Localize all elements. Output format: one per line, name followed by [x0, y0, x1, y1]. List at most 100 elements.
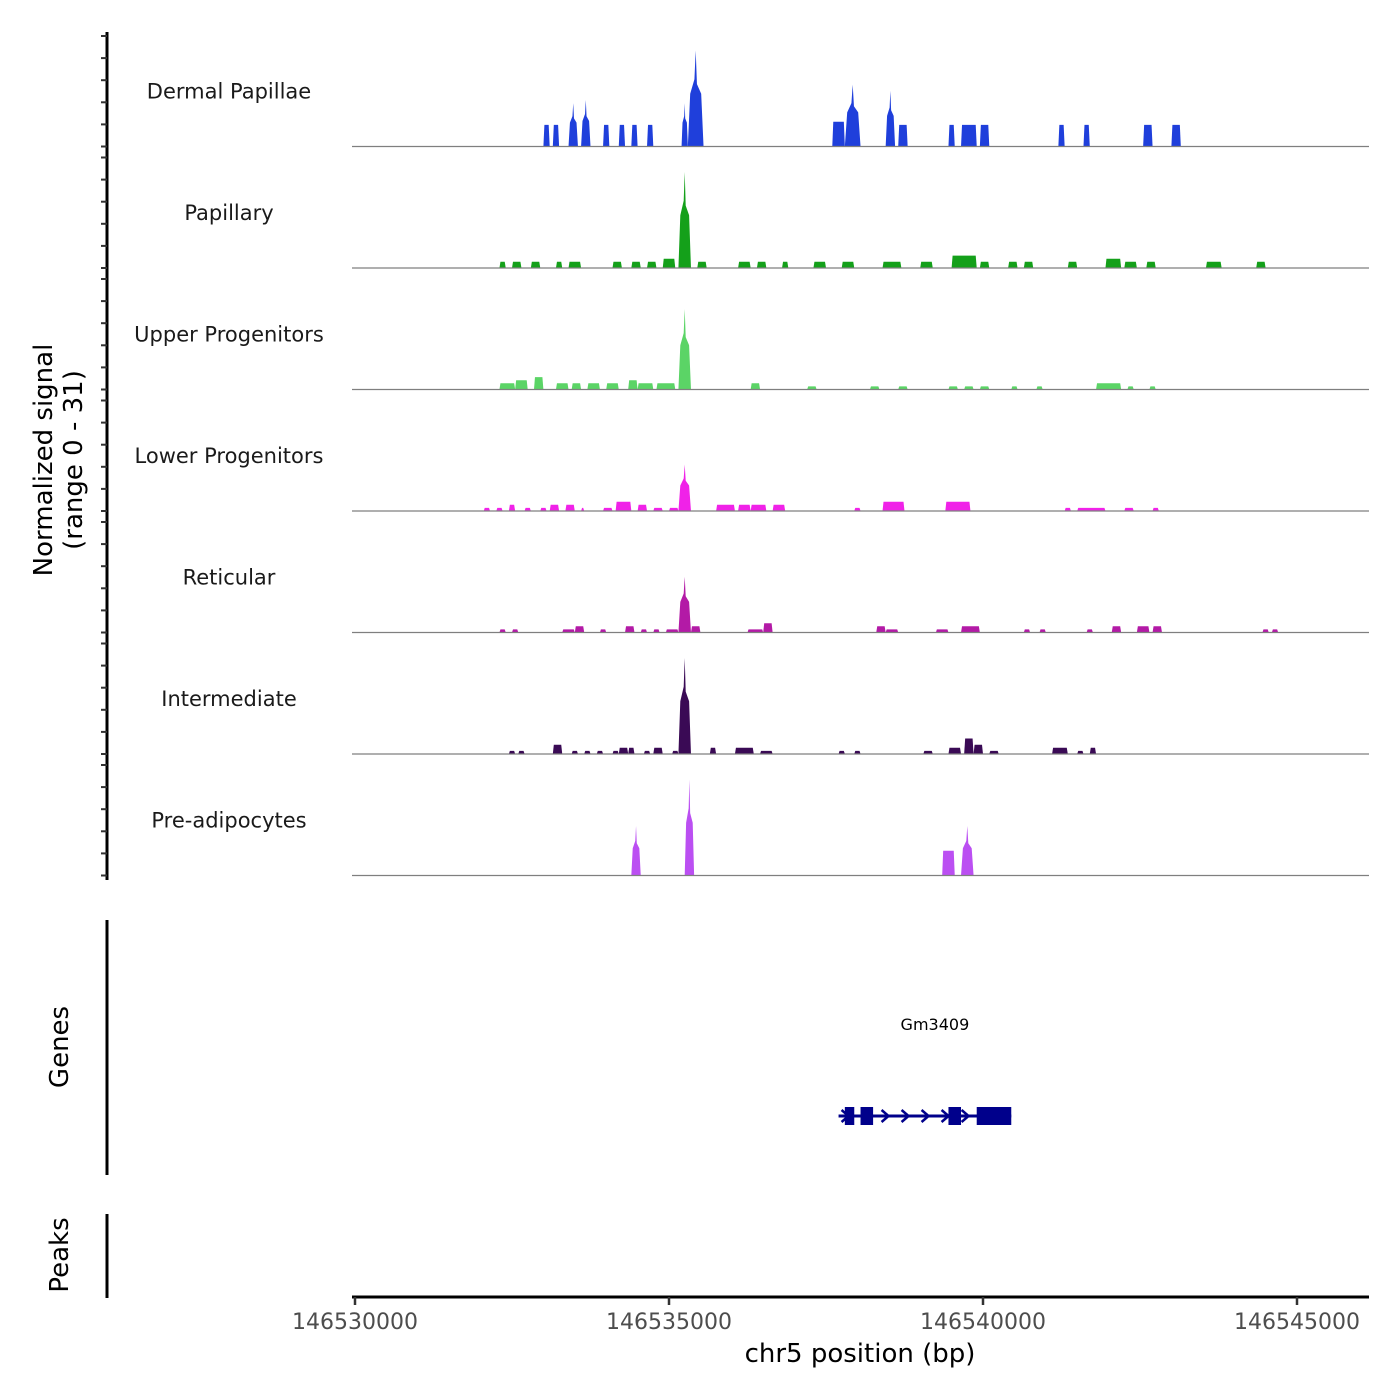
- signal-peak: [1067, 261, 1078, 268]
- track-label: Lower Progenitors: [135, 444, 324, 468]
- y-axis-range-label: (range 0 - 31): [59, 370, 89, 550]
- signal-peak: [898, 386, 908, 390]
- signal-y-axis-ticks: [101, 35, 107, 877]
- signal-peak: [964, 738, 974, 754]
- track-lower-progenitors: Lower Progenitors: [135, 444, 1369, 512]
- signal-peak: [697, 261, 707, 268]
- track-upper-progenitors: Upper Progenitors: [134, 308, 1369, 391]
- y-axis-label: Normalized signal: [29, 344, 59, 577]
- signal-peak: [961, 825, 974, 876]
- signal-peak: [961, 124, 977, 147]
- signal-peak: [841, 261, 855, 268]
- signal-peak: [499, 629, 506, 633]
- signal-peak: [1096, 383, 1122, 390]
- signal-peak: [1058, 124, 1065, 147]
- signal-peak: [832, 121, 845, 147]
- signal-peak: [948, 124, 955, 147]
- signal-peak: [647, 261, 657, 268]
- gene-exon: [844, 1107, 855, 1125]
- signal-peak: [882, 261, 902, 268]
- signal-peak: [518, 750, 525, 754]
- signal-peak: [716, 504, 735, 511]
- signal-peak: [738, 504, 751, 511]
- gene-gm3409: Gm3409: [838, 1015, 1012, 1125]
- signal-peak: [979, 261, 990, 268]
- track-dermal-papillae: Dermal Papillae: [147, 50, 1369, 148]
- signal-peak: [979, 124, 990, 147]
- x-tick-label: 146530000: [292, 1310, 418, 1335]
- signal-peak: [515, 380, 528, 390]
- signal-peak: [612, 261, 622, 268]
- signal-tracks: Dermal Papillae Papillary Upper Progenitor…: [134, 50, 1369, 877]
- track-papillary: Papillary: [184, 172, 1369, 269]
- signal-peak: [760, 750, 773, 754]
- signal-peak: [1149, 386, 1156, 390]
- x-tick-label: 146535000: [606, 1310, 732, 1335]
- signal-peak: [568, 261, 582, 268]
- signal-peak: [838, 750, 845, 754]
- signal-peak: [499, 383, 516, 390]
- track-label: Upper Progenitors: [134, 323, 324, 347]
- signal-peak: [555, 261, 563, 268]
- track-label: Dermal Papillae: [147, 80, 311, 104]
- track-label: Pre-adipocytes: [151, 809, 306, 833]
- signal-peak: [678, 658, 691, 754]
- signal-peak: [882, 501, 905, 511]
- signal-peak: [653, 507, 663, 511]
- signal-peak: [750, 504, 767, 511]
- signal-peak: [763, 623, 773, 633]
- signal-peak: [1205, 261, 1222, 268]
- signal-peak: [690, 626, 701, 633]
- signal-peak: [637, 504, 648, 511]
- signal-peak: [606, 383, 619, 390]
- track-intermediate: Intermediate: [161, 658, 1369, 755]
- signal-peak: [1089, 747, 1097, 754]
- genes-panel-title: Genes: [45, 1006, 75, 1088]
- signal-peak: [772, 504, 786, 511]
- signal-peak: [672, 750, 679, 754]
- signal-peak: [989, 750, 999, 754]
- signal-peak: [885, 629, 899, 633]
- signal-peak: [1127, 386, 1134, 390]
- signal-peak: [665, 629, 679, 633]
- signal-peak: [964, 386, 974, 390]
- signal-peak: [631, 825, 641, 876]
- signal-peak: [483, 507, 491, 511]
- signal-peak: [512, 261, 522, 268]
- signal-peak: [948, 747, 962, 754]
- strand-arrow: [960, 1109, 971, 1123]
- signal-peak: [854, 507, 861, 511]
- signal-peak: [1124, 261, 1137, 268]
- signal-peak: [653, 747, 663, 754]
- signal-peak: [496, 507, 503, 511]
- signal-peak: [1039, 629, 1046, 633]
- signal-peak: [581, 507, 585, 511]
- signal-peak: [807, 386, 817, 390]
- signal-peak: [587, 383, 600, 390]
- signal-peak: [512, 629, 519, 633]
- signal-peak: [750, 383, 761, 390]
- signal-peak: [628, 380, 638, 390]
- signal-peak: [979, 386, 990, 390]
- signal-peak: [552, 124, 560, 147]
- signal-peak: [945, 501, 971, 511]
- signal-peak: [961, 626, 980, 633]
- signal-peak: [662, 258, 676, 268]
- signal-peak: [499, 261, 506, 268]
- signal-peak: [618, 747, 629, 754]
- signal-peak: [640, 629, 648, 633]
- track-label: Papillary: [184, 201, 273, 225]
- signal-peak: [628, 747, 635, 754]
- signal-peak: [948, 386, 958, 390]
- signal-peak: [571, 750, 578, 754]
- signal-peak: [1152, 507, 1159, 511]
- signal-peak: [920, 261, 933, 268]
- signal-peak: [540, 507, 547, 511]
- signal-peak: [530, 261, 541, 268]
- signal-peak: [543, 124, 550, 147]
- signal-peak: [552, 744, 563, 754]
- signal-peak: [782, 261, 789, 268]
- signal-peak: [1152, 626, 1162, 633]
- signal-peak: [599, 629, 607, 633]
- signal-peak: [709, 747, 717, 754]
